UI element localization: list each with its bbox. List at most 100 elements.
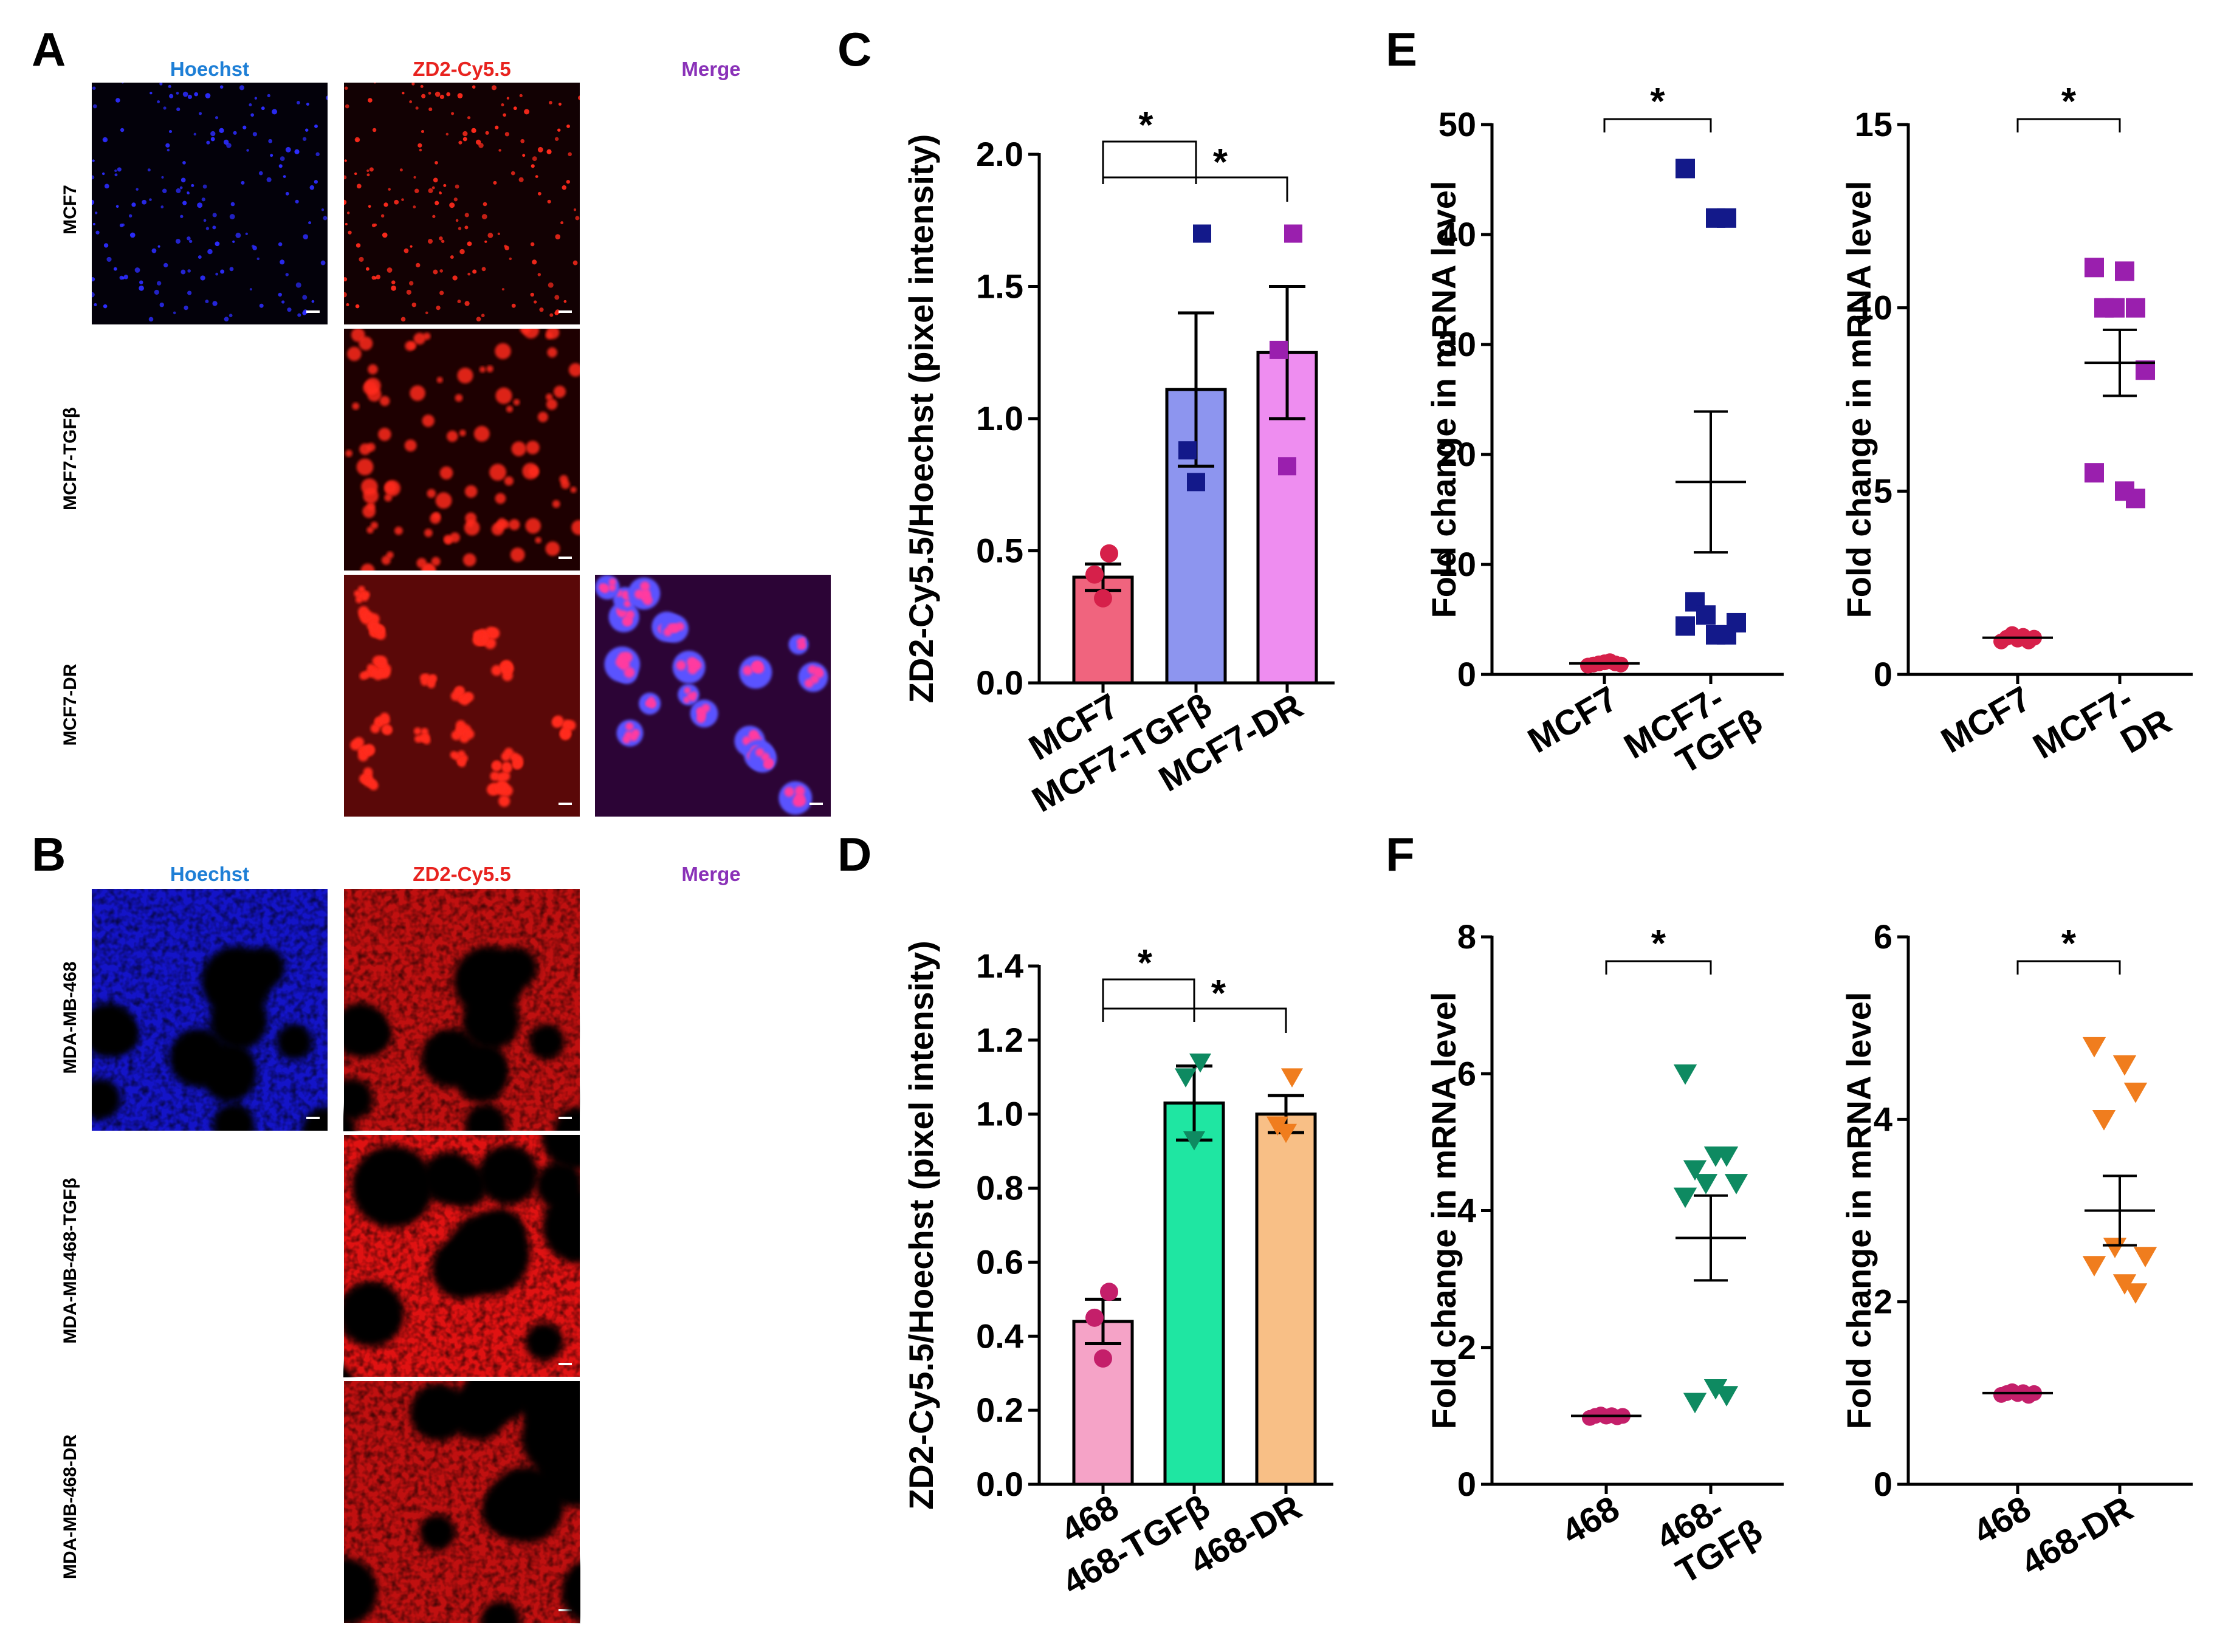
chart-d-point: [1175, 1068, 1197, 1088]
panel-a-image-r0-c2: [594, 81, 832, 326]
chart-d-sig-bracket: [1103, 1007, 1287, 1033]
chart-e1-point: [1717, 625, 1736, 645]
chart-e1-point: [1676, 159, 1695, 179]
chart-f1-point: [1703, 1379, 1728, 1400]
chart-f2-category-label-line: 468-DR: [2015, 1489, 2140, 1583]
chart-c-y-title: ZD2-Cy5.5/Hoechst (pixel intensity): [902, 134, 940, 704]
panel-b-image-r1-c1: [343, 1134, 581, 1378]
chart-e1-ytick-label: 50: [1438, 105, 1476, 143]
panel-b-microscopy: Hoechst ZD2-Cy5.5 Merge MDA-MB-468 MDA-M…: [60, 863, 832, 1624]
chart-e2-y-title: Fold change in mRNA level: [1840, 181, 1878, 619]
chart-f1-point: [1694, 1174, 1718, 1194]
chart-d-ytick-label: 1.4: [976, 947, 1023, 985]
chart-c-point: [1187, 473, 1205, 492]
panel-b-image-r0-c0: [91, 888, 329, 1132]
panel-b-image-r1-c0: [91, 1109, 357, 1378]
chart-e1-y-title: Fold change in mRNA level: [1425, 181, 1463, 619]
panel-b-image-r1-c2: [594, 1134, 832, 1378]
panel-a-channel-hoechst: Hoechst: [170, 58, 249, 80]
chart-f1-ytick-label: 2: [1457, 1328, 1476, 1366]
panel-letter-a: A: [32, 22, 66, 76]
charts-layer: 0.00.51.01.52.0MCF7MCF7-TGFβMCF7-DR**ZD2…: [902, 81, 2193, 1603]
chart-c-point: [1284, 224, 1302, 243]
chart-f1-ytick-label: 0: [1457, 1465, 1476, 1503]
chart-e1-category-label: MCF7: [1521, 679, 1624, 761]
chart-e2-point: [2126, 488, 2145, 509]
chart-c-point: [1278, 457, 1296, 476]
chart-d-bar: [1163, 1101, 1225, 1486]
panel-a-channel-cy55: ZD2-Cy5.5: [413, 58, 510, 80]
chart-f1-ytick-label: 6: [1457, 1054, 1476, 1092]
panel-b-channel-cy55: ZD2-Cy5.5: [413, 863, 510, 885]
panel-letter-e: E: [1386, 22, 1417, 76]
panel-b-row-mda468-dr: MDA-MB-468-DR: [60, 1434, 80, 1580]
chart-c-sig-bracket: [1102, 140, 1197, 184]
chart-c-ytick-label: 2.0: [976, 135, 1023, 173]
chart-f1-point: [1714, 1146, 1739, 1167]
chart-f2-ytick-label: 0: [1874, 1465, 1892, 1503]
chart-f1-point: [1683, 1393, 1707, 1414]
panel-b-image-r2-c2: [561, 1380, 832, 1624]
chart-f2-sig-star: *: [2061, 923, 2077, 965]
panel-b-row-mda468: MDA-MB-468: [60, 961, 80, 1074]
chart-f2-point: [2092, 1109, 2116, 1131]
chart-f1-point: [1683, 1160, 1707, 1181]
chart-c-point: [1100, 544, 1118, 563]
chart-f2-category-label: 468-DR: [2015, 1489, 2140, 1583]
chart-d: 0.00.20.40.60.81.01.21.4468468-TGFβ468-D…: [902, 941, 1333, 1603]
chart-f1-category-label: 468-TGFβ: [1649, 1478, 1768, 1592]
panel-a-image-r1-c0: [91, 327, 329, 572]
chart-f2-ytick-label: 2: [1874, 1283, 1892, 1321]
panel-a-image-r1-c1: [343, 327, 581, 572]
chart-f1-category-label: 468: [1555, 1489, 1626, 1552]
chart-c-point: [1193, 224, 1211, 243]
chart-c-sig-star: *: [1213, 142, 1228, 183]
panel-letter-d: D: [837, 828, 871, 881]
chart-f1-point: [1724, 1174, 1748, 1194]
chart-e2-ytick-label: 5: [1874, 471, 1892, 510]
chart-f1-point: [1673, 1187, 1697, 1208]
panel-letter-b: B: [32, 828, 66, 881]
panel-a-image-r2-c0: [91, 574, 329, 818]
chart-f2-point: [2133, 1247, 2157, 1267]
chart-c-ytick-label: 0.0: [976, 663, 1023, 702]
chart-d-ytick-label: 0.8: [976, 1169, 1023, 1207]
chart-d-ytick-label: 0.2: [976, 1391, 1023, 1429]
chart-d-ytick-label: 0.4: [976, 1317, 1023, 1355]
chart-e1-ytick-label: 30: [1438, 325, 1476, 363]
chart-e2-category-label-line: MCF7: [1934, 679, 2037, 761]
panel-b-image-r0-c1: [343, 888, 581, 1132]
chart-f2-point: [2123, 1283, 2148, 1304]
chart-f1-category-label-line: 468: [1555, 1489, 1626, 1552]
chart-c-point: [1270, 340, 1288, 359]
chart-d-point: [1189, 1054, 1211, 1073]
chart-f2-point: [2082, 1037, 2106, 1058]
chart-e2-sig-bracket: [2016, 118, 2121, 132]
chart-e1-point: [1676, 616, 1695, 636]
chart-f1-y-title: Fold change in mRNA level: [1425, 992, 1463, 1430]
panel-a-image-r2-c1: [343, 574, 581, 818]
chart-e1-ytick-label: 10: [1438, 545, 1476, 583]
panel-b-image-r2-c0: [91, 1365, 354, 1624]
chart-f1-sig-bracket: [1605, 960, 1712, 975]
chart-f2-ytick-label: 4: [1874, 1100, 1892, 1138]
chart-d-sig-star: *: [1211, 973, 1226, 1015]
panel-a-row-mcf7-tgfb: MCF7-TGFβ: [60, 407, 80, 510]
chart-e1-ytick-label: 40: [1438, 215, 1476, 253]
chart-d-y-title: ZD2-Cy5.5/Hoechst (pixel intensity): [902, 941, 940, 1510]
chart-d-point: [1085, 1308, 1104, 1327]
chart-d-point: [1281, 1068, 1303, 1088]
chart-c-ytick-label: 0.5: [976, 532, 1023, 570]
chart-e1-category-label-line: MCF7: [1521, 679, 1624, 761]
chart-f1-ytick-label: 4: [1457, 1191, 1476, 1230]
chart-d-sig-bracket: [1102, 978, 1195, 1022]
panel-a-image-r0-c0: [91, 81, 329, 326]
chart-d-point: [1100, 1283, 1118, 1301]
chart-f1-sig-star: *: [1651, 923, 1666, 965]
chart-f2-y-title: Fold change in mRNA level: [1840, 992, 1878, 1430]
panel-a-microscopy: Hoechst ZD2-Cy5.5 Merge MCF7 MCF7-TGFβ M…: [60, 58, 832, 818]
chart-d-bar: [1072, 1320, 1134, 1486]
